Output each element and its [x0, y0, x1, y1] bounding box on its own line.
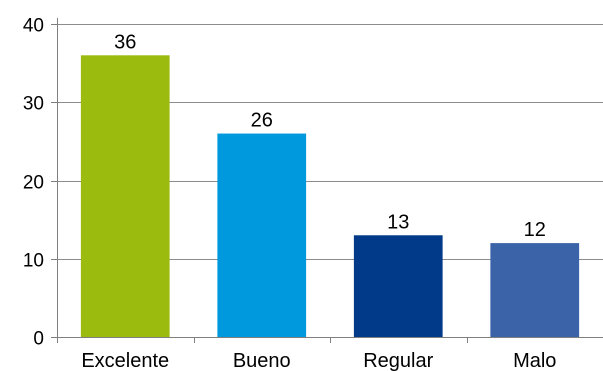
data-label-malo: 12 — [524, 219, 546, 241]
labels: 0 10 20 30 40 36 Excelente 26 Bueno 13 Regular 12 Ma… — [23, 16, 557, 371]
bar-regular — [353, 235, 443, 337]
y-tick-label-40: 40 — [23, 16, 44, 37]
bars — [80, 55, 580, 338]
y-tick-label-0: 0 — [33, 329, 44, 350]
y-tick-label-30: 30 — [23, 94, 44, 115]
bar-excelente — [80, 55, 170, 338]
category-label-malo: Malo — [513, 350, 556, 371]
data-label-bueno: 26 — [251, 110, 273, 132]
data-label-excelente: 36 — [114, 31, 136, 53]
category-label-excelente: Excelente — [81, 350, 169, 371]
data-label-regular: 13 — [387, 211, 409, 233]
y-tick-label-10: 10 — [23, 251, 44, 272]
category-label-bueno: Bueno — [233, 350, 291, 371]
bar-malo — [490, 243, 580, 337]
axes — [51, 18, 603, 343]
bar-bueno — [217, 133, 307, 337]
y-tick-label-20: 20 — [23, 173, 44, 194]
category-label-regular: Regular — [363, 350, 433, 371]
